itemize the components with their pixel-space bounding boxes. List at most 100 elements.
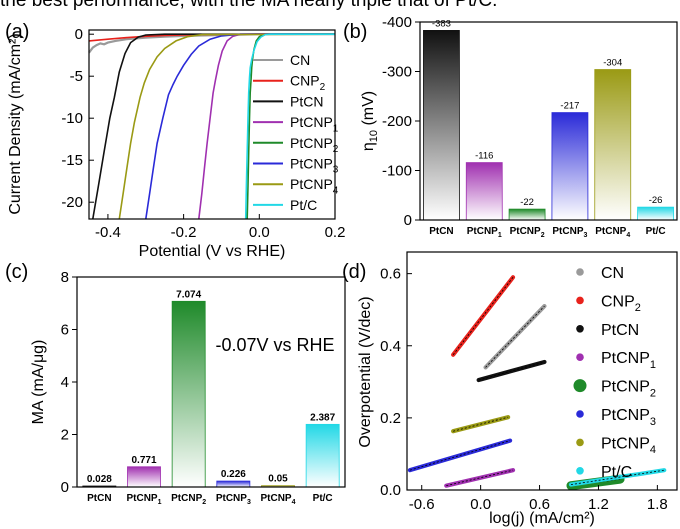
legend-marker-ptcnp4 [576,438,584,447]
legend-label-ptcnp3: PtCNP3 [601,407,656,428]
legend-marker-ptcnp3 [576,410,584,418]
category-label-ptcn: PtCN [429,226,453,237]
y-tick-label: 0 [61,479,69,496]
legend-label-pt-c: Pt/C [601,464,632,481]
bar-ptcnp4 [594,69,632,221]
category-label-ptcnp3: PtCNP3 [216,493,251,506]
panel-c-category-labels: PtCN PtCNP1 PtCNP2 PtCNP3 PtCNP4 Pt/C [87,493,333,506]
y-tick-label: 0.0 [380,482,401,499]
panel-a-x-ticks: -0.4 -0.2 0.0 0.2 [95,214,345,241]
legend-label-ptcnp3: PtCNP3 [290,156,339,176]
x-tick-label: 0.2 [325,224,346,241]
series-line-pt-c [244,33,335,220]
legend-marker-cn [576,268,584,276]
bar-value-label-ptcn: -383 [432,18,451,29]
bar-ptcnp3 [551,112,589,221]
panel-a-series [88,33,336,220]
legend-marker-cnp2 [576,296,584,305]
panel-b-bar-chart: (b) -383 -116 -22 -217 -304 -26 0 -100 -200 -300… [343,14,678,239]
category-label-pt-c: Pt/C [313,493,333,504]
legend-label-ptcn: PtCN [601,322,639,339]
bar-value-label-ptcnp4: 0.05 [268,474,288,485]
category-label-ptcnp2: PtCNP2 [510,226,545,239]
panel-b-bars: -383 -116 -22 -217 -304 -26 [423,18,674,221]
series-line-ptcnp3 [145,33,335,220]
bar-value-label-ptcn: 0.028 [87,474,112,485]
panel-a-y-ticks: -20 -15 -10 -5 0 [61,26,94,211]
bar-value-label-ptcnp3: 0.226 [221,469,246,480]
y-tick-label: -15 [61,152,83,169]
category-label-ptcn: PtCN [87,493,111,504]
bar-value-label-ptcnp3: -217 [560,101,579,112]
y-tick-label: 0 [404,212,412,229]
y-tick-label: 2 [61,427,69,444]
panel-a-line-chart: (a) -0.4 -0.2 0.0 0.2 -20 -15 -10 -5 0 Potentia… [5,21,345,260]
category-label-ptcnp1: PtCNP1 [126,493,161,506]
y-tick-label: 4 [61,374,69,391]
panel-c-annotation: -0.07V vs RHE [215,335,334,355]
category-label-ptcnp4: PtCNP4 [260,493,295,506]
y-tick-label: -300 [382,64,412,81]
bar-ptcnp2 [171,300,206,488]
bar-value-label-pt-c: -26 [649,195,663,206]
panel-d-legend: CN CNP2 PtCN PtCNP1 PtCNP2 PtCNP3 PtCNP4 Pt/C [573,265,656,481]
panel-d-x-axis-label: log(j) (mA/cm²) [489,510,595,527]
category-label-pt-c: Pt/C [646,226,666,237]
legend-label-ptcnp2: PtCNP2 [290,135,339,155]
series-line-ptcnp4 [118,33,336,220]
x-tick-label: 0.0 [249,224,270,241]
bar-value-label-ptcnp2: 7.074 [176,289,201,300]
legend-marker-pt-c [576,467,584,475]
panel-c-y-ticks: 0 2 4 6 8 [61,269,77,496]
bar-ptcnp1 [127,466,161,488]
bar-pt-c [637,206,674,221]
category-label-ptcnp3: PtCNP3 [552,226,587,239]
series-fit-line-ptcnp3 [409,440,511,471]
series-segment-ptcnp1 [444,468,516,488]
series-segment-cn [483,303,547,370]
legend-label-ptcnp4: PtCNP4 [601,435,656,456]
bar-value-label-ptcnp1: 0.771 [131,455,156,466]
legend-label-ptcnp4: PtCNP4 [290,176,339,196]
category-label-ptcnp2: PtCNP2 [171,493,206,506]
y-tick-label: -10 [61,110,83,127]
panel-c-bars: 0.028 0.771 7.074 0.226 0.05 2.387 [82,289,340,488]
bar-ptcnp2 [508,208,546,221]
bar-value-label-ptcnp1: -116 [475,151,493,162]
y-tick-label: 0 [75,26,83,43]
x-tick-label: 0.6 [529,496,550,513]
panel-b-category-labels: PtCN PtCNP1 PtCNP2 PtCNP3 PtCNP4 Pt/C [429,226,665,239]
x-tick-label: -0.4 [95,224,121,241]
series-line-ptcnp1 [198,33,335,220]
bar-ptcnp3 [216,480,251,488]
legend-marker-ptcn [576,325,584,333]
bar-pt-c [305,423,340,488]
x-tick-label: 1.2 [588,496,609,513]
panel-a-label: (a) [5,21,29,43]
legend-marker-ptcnp2 [573,379,587,393]
legend-label-ptcn: PtCN [290,93,323,109]
y-tick-label: -100 [382,163,412,180]
panel-d-label: (d) [342,261,366,283]
y-tick-label: 8 [61,269,69,286]
panel-a-x-axis-label: Potential (V vs RHE) [139,243,286,260]
panel-d-y-ticks: 0.0 0.2 0.4 0.6 [380,266,412,499]
legend-label-pt-c: Pt/C [290,197,317,213]
caption-text: the best performance, with the MA nearly… [0,0,498,11]
x-tick-label: 0.0 [470,496,491,513]
x-tick-label: -0.6 [409,496,435,513]
legend-label-ptcnp1: PtCNP1 [290,114,339,134]
panel-a-y-axis-label: Current Density (mA/cm²) [7,33,24,214]
y-tick-label: -200 [382,113,412,130]
y-tick-label: -400 [382,14,412,31]
y-tick-label: -20 [61,194,83,211]
legend-label-ptcnp2: PtCNP2 [601,379,656,400]
panel-c-label: (c) [5,261,28,283]
panel-c-y-axis-label: MA (mA/μg) [30,340,47,425]
bar-ptcnp1 [465,162,503,221]
series-fit-line-ptcn [478,361,545,381]
bar-ptcn [423,30,460,221]
